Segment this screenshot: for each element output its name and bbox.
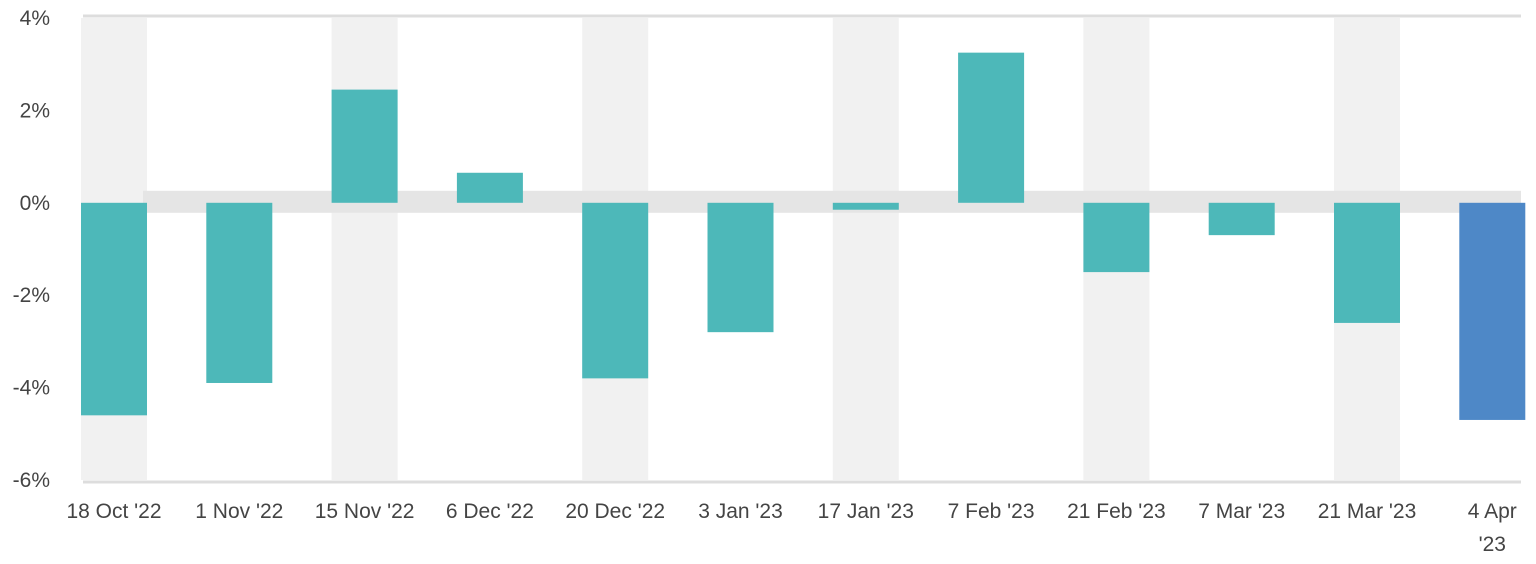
bar[interactable] <box>832 202 899 210</box>
bar[interactable] <box>1083 202 1150 273</box>
x-tick-label: 18 Oct '22 <box>66 500 161 523</box>
bar[interactable] <box>1208 202 1275 236</box>
x-tick-label: 1 Nov '22 <box>195 500 283 523</box>
bar[interactable] <box>582 202 649 379</box>
y-tick-label: -6% <box>13 469 50 492</box>
bar[interactable] <box>81 202 147 416</box>
bar[interactable] <box>1334 202 1400 323</box>
y-tick-label: 4% <box>20 7 50 30</box>
bar[interactable] <box>707 202 774 333</box>
x-tick-label: 7 Mar '23 <box>1198 500 1285 523</box>
x-axis-ticks: 18 Oct '22 1 Nov '22 15 Nov '22 6 Dec '22 20… <box>66 500 1516 556</box>
x-tick-label: 4 Apr '23 <box>1468 500 1517 556</box>
y-axis-ticks: 4% 2% 0% -2% -4% -6% <box>13 7 50 492</box>
y-tick-label: 0% <box>20 192 50 215</box>
background-band <box>331 18 398 480</box>
x-tick-label: 20 Dec '22 <box>565 500 665 523</box>
axis-lines <box>83 14 1521 484</box>
bar[interactable] <box>456 172 523 203</box>
x-tick-label: 21 Mar '23 <box>1318 500 1417 523</box>
x-tick-label: 15 Nov '22 <box>315 500 415 523</box>
x-tick-label: 3 Jan '23 <box>698 500 783 523</box>
bar[interactable] <box>331 89 398 203</box>
bar[interactable] <box>1459 202 1526 420</box>
x-tick-label: 21 Feb '23 <box>1067 500 1166 523</box>
x-tick-label: 17 Jan '23 <box>818 500 914 523</box>
bars <box>81 52 1526 420</box>
background-band <box>832 18 899 480</box>
bar[interactable] <box>958 52 1025 203</box>
x-tick-label: 7 Feb '23 <box>948 500 1035 523</box>
y-tick-label: -2% <box>13 284 50 307</box>
y-tick-label: 2% <box>20 99 50 122</box>
y-tick-label: -4% <box>13 377 50 400</box>
x-tick-label: 6 Dec '22 <box>446 500 534 523</box>
bar[interactable] <box>206 202 273 383</box>
